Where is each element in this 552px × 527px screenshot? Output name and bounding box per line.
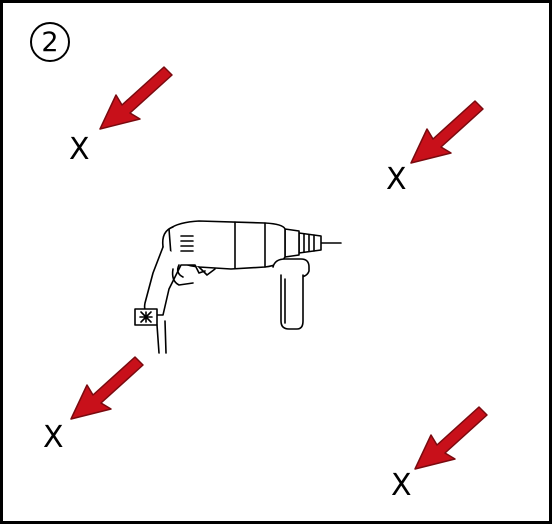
x-mark-top-right: X [386,162,407,197]
x-mark-top-left: X [69,132,90,167]
step-number: 2 [41,26,59,58]
step-number-badge: 2 [30,22,70,62]
x-mark-bottom-right: X [391,468,412,503]
hammer-drill-icon [134,220,342,354]
x-mark-bottom-left: X [43,420,64,455]
